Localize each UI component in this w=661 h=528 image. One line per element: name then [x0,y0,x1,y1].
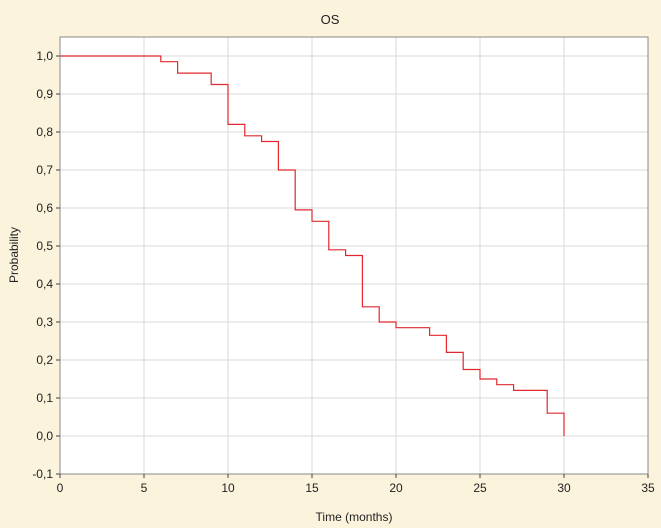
x-tick-label: 30 [557,481,571,495]
x-tick-label: 35 [641,481,655,495]
y-tick-label: 0,0 [36,429,53,443]
y-tick-label: -0,1 [32,467,53,481]
x-tick-label: 0 [57,481,64,495]
y-tick-label: 0,2 [36,353,53,367]
x-tick-label: 10 [221,481,235,495]
y-tick-label: 0,5 [36,239,53,253]
plot-frame [59,36,649,475]
x-axis: 0 5 10 15 20 25 30 35 [57,474,655,495]
y-tick-label: 1,0 [36,49,53,63]
survival-curve [60,55,565,436]
y-tick-label: 0,8 [36,125,53,139]
y-axis-title: Probability [7,227,21,283]
y-tick-label: 0,9 [36,87,53,101]
y-tick-label: 0,7 [36,163,53,177]
x-tick-label: 25 [473,481,487,495]
y-tick-label: 0,1 [36,391,53,405]
chart-title: OS [321,12,340,27]
x-tick-label: 15 [305,481,319,495]
y-tick-label: 0,4 [36,277,53,291]
x-tick-label: 20 [389,481,403,495]
x-axis-title: Time (months) [316,510,393,524]
y-axis: -0,1 0,0 0,1 0,2 0,3 0,4 0,5 0,6 0,7 0,8 0,9 1,0 [32,49,60,481]
y-tick-label: 0,3 [36,315,53,329]
x-tick-label: 5 [141,481,148,495]
y-tick-label: 0,6 [36,201,53,215]
